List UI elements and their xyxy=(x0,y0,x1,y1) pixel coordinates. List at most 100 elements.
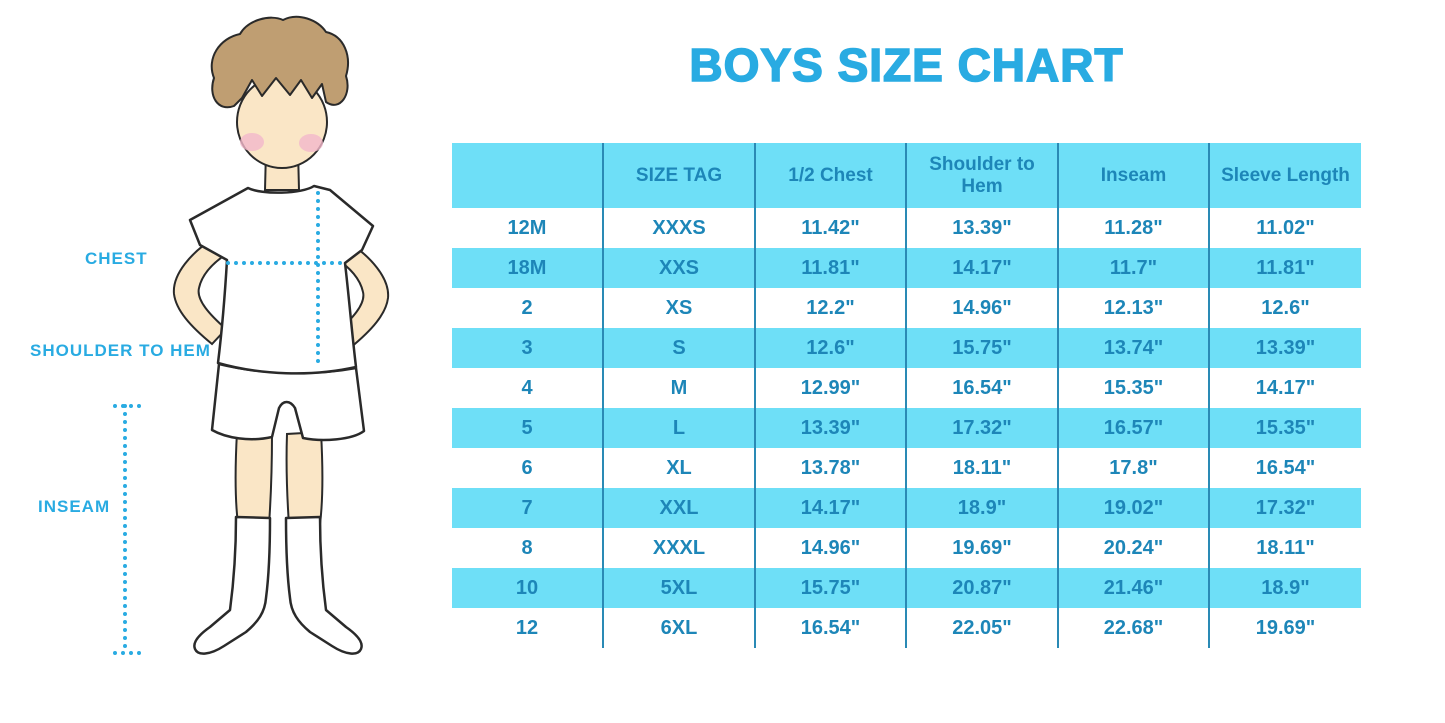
shoulder-to-hem-label: SHOULDER TO HEM xyxy=(30,341,211,360)
table-cell: 5XL xyxy=(602,568,754,608)
table-cell: 17.8" xyxy=(1057,448,1208,488)
table-cell: 13.39" xyxy=(754,408,905,448)
right-leg xyxy=(285,430,324,527)
chest-label: CHEST xyxy=(85,249,148,268)
right-blush xyxy=(299,134,323,152)
table-row: 18M XXS 11.81" 14.17" 11.7" 11.81" xyxy=(452,248,1361,288)
table-cell: 12M xyxy=(507,216,547,239)
table-cell: 16.54" xyxy=(1208,448,1361,488)
table-cell: 16.54" xyxy=(905,368,1057,408)
table-cell: 19.69" xyxy=(905,528,1057,568)
table-cell: 13.78" xyxy=(754,448,905,488)
table-cell: 14.17" xyxy=(754,488,905,528)
table-cell: 12.13" xyxy=(1057,288,1208,328)
table-cell: 16.57" xyxy=(1057,408,1208,448)
table-cell: 18.11" xyxy=(1208,528,1361,568)
table-cell: 14.17" xyxy=(905,248,1057,288)
table-cell: 14.96" xyxy=(905,288,1057,328)
table-cell: 6 xyxy=(521,456,533,479)
table-cell: 12.6" xyxy=(754,328,905,368)
table-cell: 22.68" xyxy=(1057,608,1208,648)
table-cell: 15.35" xyxy=(1208,408,1361,448)
shorts xyxy=(210,362,366,442)
table-cell: XXS xyxy=(602,248,754,288)
table-row: 10 5XL 15.75" 20.87" 21.46" 18.9" xyxy=(452,568,1361,608)
table-cell: 14.17" xyxy=(1208,368,1361,408)
table-cell: 11.02" xyxy=(1208,208,1361,248)
table-cell: 12 xyxy=(515,616,539,639)
boy-figure-illustration xyxy=(113,15,390,655)
table-cell: 10 xyxy=(515,576,539,599)
size-chart-table: SIZE TAG 1/2 Chest Shoulder to Hem Insea… xyxy=(452,143,1361,648)
table-cell: M xyxy=(602,368,754,408)
table-cell: 11.7" xyxy=(1057,248,1208,288)
table-cell: 12.99" xyxy=(754,368,905,408)
table-row: 3 S 12.6" 15.75" 13.74" 13.39" xyxy=(452,328,1361,368)
left-sock xyxy=(193,515,272,655)
left-arm xyxy=(172,236,230,346)
table-row: 4 M 12.99" 16.54" 15.35" 14.17" xyxy=(452,368,1361,408)
table-cell: 12.2" xyxy=(754,288,905,328)
right-sock xyxy=(284,515,363,655)
table-cell: 20.87" xyxy=(905,568,1057,608)
header-cell-sleeve-length: Sleeve Length xyxy=(1208,143,1361,208)
table-cell: 13.39" xyxy=(905,208,1057,248)
left-leg xyxy=(234,430,274,527)
table-row: 5 L 13.39" 17.32" 16.57" 15.35" xyxy=(452,408,1361,448)
table-cell: 15.35" xyxy=(1057,368,1208,408)
table-cell: 11.28" xyxy=(1057,208,1208,248)
table-cell: XXXS xyxy=(602,208,754,248)
table-cell: 15.75" xyxy=(754,568,905,608)
header-cell-shoulder-to-hem: Shoulder to Hem xyxy=(905,143,1057,208)
table-body: 12M XXXS 11.42" 13.39" 11.28" 11.02" 18M XXS 11.… xyxy=(452,208,1361,648)
table-cell: S xyxy=(602,328,754,368)
table-row: 2 XS 12.2" 14.96" 12.13" 12.6" xyxy=(452,288,1361,328)
table-cell: 4 xyxy=(521,376,533,399)
table-cell: XXXL xyxy=(602,528,754,568)
table-cell: 6XL xyxy=(602,608,754,648)
table-cell: 18.9" xyxy=(1208,568,1361,608)
inseam-dotted-line xyxy=(113,404,143,655)
table-cell: 11.81" xyxy=(1208,248,1361,288)
table-cell: 17.32" xyxy=(905,408,1057,448)
table-cell: XXL xyxy=(602,488,754,528)
table-cell: 18M xyxy=(507,256,547,279)
table-cell: 13.39" xyxy=(1208,328,1361,368)
table-cell: 15.75" xyxy=(905,328,1057,368)
table-cell: 5 xyxy=(521,416,533,439)
table-cell: 8 xyxy=(521,536,533,559)
hair xyxy=(210,15,349,109)
table-cell: 3 xyxy=(521,336,533,359)
table-cell: 14.96" xyxy=(754,528,905,568)
table-cell: L xyxy=(602,408,754,448)
table-cell: 22.05" xyxy=(905,608,1057,648)
table-cell: 20.24" xyxy=(1057,528,1208,568)
table-cell: 19.02" xyxy=(1057,488,1208,528)
header-cell-size-tag: SIZE TAG xyxy=(602,143,754,208)
table-cell: 11.81" xyxy=(754,248,905,288)
table-cell: 12.6" xyxy=(1208,288,1361,328)
table-header-row: SIZE TAG 1/2 Chest Shoulder to Hem Insea… xyxy=(452,143,1361,208)
page-title: BOYS SIZE CHART xyxy=(689,38,1124,92)
table-cell: 19.69" xyxy=(1208,608,1361,648)
table-cell: 21.46" xyxy=(1057,568,1208,608)
table-cell: 18.9" xyxy=(905,488,1057,528)
table-row: 6 XL 13.78" 18.11" 17.8" 16.54" xyxy=(452,448,1361,488)
t-shirt xyxy=(188,184,375,375)
table-row: 8 XXXL 14.96" 19.69" 20.24" 18.11" xyxy=(452,528,1361,568)
table-cell: 11.42" xyxy=(754,208,905,248)
table-cell: XL xyxy=(602,448,754,488)
table-cell: 16.54" xyxy=(754,608,905,648)
inseam-label: INSEAM xyxy=(38,497,111,516)
table-cell: 18.11" xyxy=(905,448,1057,488)
table-row: 12 6XL 16.54" 22.05" 22.68" 19.69" xyxy=(452,608,1361,648)
header-cell-blank xyxy=(452,143,602,208)
table-cell: 2 xyxy=(521,296,533,319)
table-cell: XS xyxy=(602,288,754,328)
left-blush xyxy=(240,133,264,151)
table-cell: 17.32" xyxy=(1208,488,1361,528)
table-row: 7 XXL 14.17" 18.9" 19.02" 17.32" xyxy=(452,488,1361,528)
header-cell-half-chest: 1/2 Chest xyxy=(754,143,905,208)
table-row: 12M XXXS 11.42" 13.39" 11.28" 11.02" xyxy=(452,208,1361,248)
